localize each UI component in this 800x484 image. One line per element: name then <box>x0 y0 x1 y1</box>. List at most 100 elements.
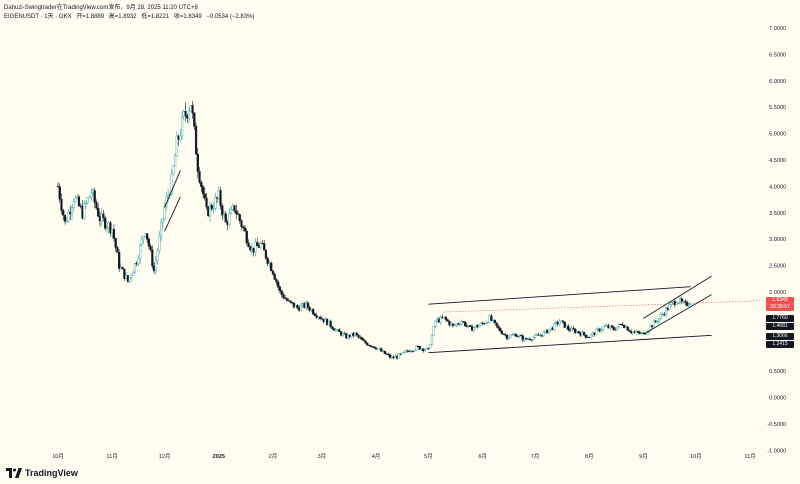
candle-body <box>633 331 636 333</box>
candle-body <box>132 271 135 276</box>
y-tick-label: 2.5000 <box>769 264 786 270</box>
candle-body <box>388 354 392 358</box>
candle-body <box>635 331 638 333</box>
candle-body <box>446 319 449 322</box>
candle-body <box>612 326 615 330</box>
candle-body <box>163 206 166 220</box>
candle-body <box>422 348 425 352</box>
candle-body <box>76 196 79 198</box>
candle-body <box>603 325 607 327</box>
candle-body <box>348 334 351 338</box>
y-tick-label: 6.5000 <box>769 52 786 58</box>
candle-body <box>324 318 327 322</box>
last-price-line <box>444 300 761 313</box>
candle-body <box>306 302 309 308</box>
candle-body <box>102 213 105 219</box>
candle-body <box>595 329 598 335</box>
candle-body <box>173 155 177 167</box>
candle-body <box>551 327 554 330</box>
candle-body <box>284 297 287 299</box>
candle-body <box>451 323 455 326</box>
candle-body <box>366 342 369 346</box>
candle-body <box>257 245 261 248</box>
trend-line <box>643 294 712 335</box>
candle-body <box>93 190 96 203</box>
candle-body <box>88 196 91 199</box>
candle-body <box>367 344 371 346</box>
candle-body <box>492 319 495 321</box>
candle-body <box>488 315 491 323</box>
symbol-name[interactable]: EIGENUSDT · 1天 · OKX <box>4 14 72 20</box>
candle-body <box>381 350 385 352</box>
candle-body <box>247 242 250 247</box>
candle-body <box>301 303 304 306</box>
candle-body <box>339 331 343 336</box>
candle-body <box>689 303 692 306</box>
candle-body <box>261 242 264 244</box>
candle-body <box>554 321 558 324</box>
candle-body <box>235 210 238 214</box>
candle-body <box>147 239 150 247</box>
candle-body <box>303 303 306 308</box>
candle-body <box>179 135 182 140</box>
candle-body <box>493 319 496 323</box>
candle-body <box>472 327 475 331</box>
candle-body <box>77 196 81 207</box>
candle-body <box>467 325 470 327</box>
candle-body <box>401 352 404 355</box>
trend-line <box>164 196 181 232</box>
candle-body <box>353 332 357 336</box>
y-tick-label: 7.0000 <box>769 26 786 32</box>
x-tick-label: 2025 <box>213 454 225 460</box>
candle-body <box>654 320 657 322</box>
candle-body <box>680 298 683 302</box>
candle-body <box>350 333 353 338</box>
price-tag: 1.2415 <box>766 341 794 349</box>
candle-body <box>652 320 655 327</box>
x-tick-label: 11月 <box>107 453 118 460</box>
candle-body <box>540 334 544 337</box>
candle-body <box>453 325 456 327</box>
candle-body <box>623 325 626 328</box>
candle-body <box>221 205 224 216</box>
candle-body <box>369 345 372 347</box>
trend-line <box>428 286 691 305</box>
x-tick-label: 10月 <box>52 453 64 460</box>
candle-body <box>673 301 676 305</box>
candle-body <box>563 321 566 328</box>
candle-body <box>476 325 479 328</box>
candle-body <box>180 116 184 137</box>
candle-body <box>291 301 294 304</box>
candle-body <box>537 334 540 336</box>
candle-body <box>58 186 61 200</box>
candle-body <box>228 213 231 225</box>
candle-body <box>434 320 437 327</box>
candle-body <box>296 305 299 309</box>
candle-body <box>149 245 152 251</box>
candle-body <box>287 300 290 302</box>
candle-body <box>542 331 545 337</box>
candle-body <box>146 233 149 240</box>
candle-body <box>250 247 254 251</box>
candle-body <box>593 332 596 335</box>
candle-body <box>521 335 524 341</box>
candle-body <box>364 340 367 344</box>
candle-body <box>83 203 86 219</box>
candle-body <box>602 326 605 330</box>
candle-body <box>135 263 138 265</box>
candle-body <box>586 336 589 338</box>
candle-body <box>497 325 500 329</box>
candle-body <box>266 258 269 265</box>
price-tag: 1.4681 <box>766 322 794 330</box>
candle-body <box>153 265 156 272</box>
tradingview-logo[interactable]: TradingView <box>6 467 78 479</box>
candle-body <box>416 346 420 348</box>
candle-body <box>598 328 601 332</box>
price-tag: 1.8349 <box>766 297 794 305</box>
candle-body <box>436 318 439 322</box>
y-tick-label: -1.0000 <box>767 448 786 454</box>
candle-body <box>546 329 549 334</box>
candle-body <box>243 227 247 232</box>
candle-body <box>121 267 124 270</box>
